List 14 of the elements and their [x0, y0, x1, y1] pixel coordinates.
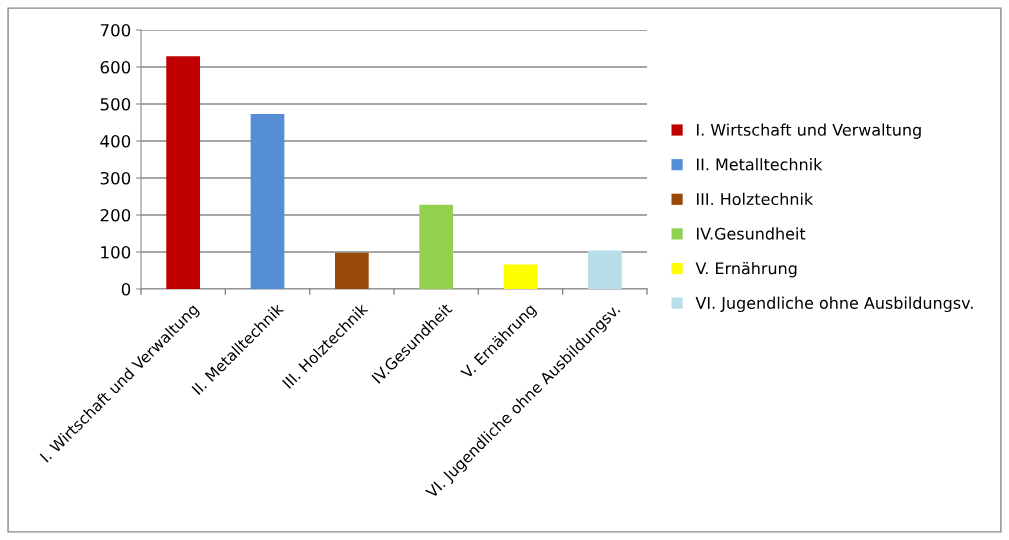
- y-tick-label: 700: [100, 23, 131, 37]
- y-tick-label: 600: [100, 60, 131, 74]
- legend-label: III. Holztechnik: [697, 192, 814, 206]
- y-tick-label: 500: [100, 97, 131, 111]
- legend-label: I. Wirtschaft und Verwaltung: [697, 123, 921, 139]
- y-tick-label: 0: [121, 282, 131, 296]
- y-tick-label: 100: [101, 245, 131, 259]
- legend-label: VI. Jugendliche ohne Ausbildungsv.: [695, 296, 973, 313]
- y-tick-label: 400: [100, 134, 131, 148]
- legend-label: II. Metalltechnik: [697, 158, 823, 171]
- y-tick-label: 200: [100, 208, 131, 222]
- y-tick-label: 300: [100, 171, 131, 185]
- legend-label: IV.Gesundheit: [697, 227, 806, 240]
- legend-label: V. Ernährung: [695, 261, 797, 278]
